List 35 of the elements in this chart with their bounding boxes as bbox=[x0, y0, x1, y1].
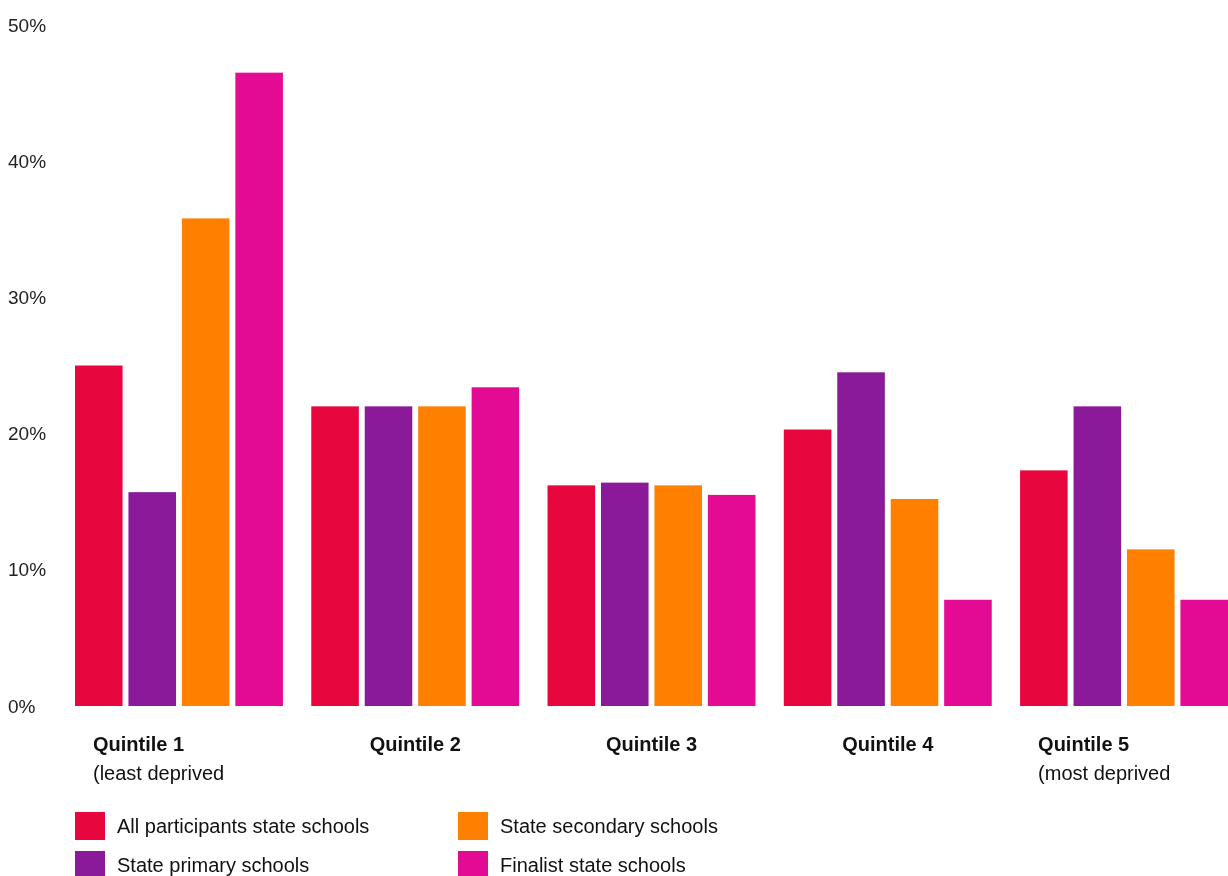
bar bbox=[837, 372, 885, 706]
bar bbox=[235, 72, 283, 706]
bar bbox=[1073, 406, 1122, 706]
bar bbox=[783, 429, 832, 706]
x-tick-label: Quintile 5 (most deprived bbox=[1038, 733, 1171, 784]
y-tick-label: 30% bbox=[8, 287, 47, 309]
bar bbox=[707, 494, 756, 706]
bar bbox=[890, 498, 939, 706]
bar bbox=[75, 365, 123, 706]
legend-label: Finalist state schools bbox=[500, 854, 686, 876]
x-tick-label: Quintile 1 (least deprived bbox=[93, 733, 225, 784]
bar bbox=[1180, 599, 1228, 706]
y-tick-label: 50% bbox=[8, 14, 47, 36]
bar bbox=[600, 482, 649, 706]
x-tick-label: Quintile 4 bbox=[842, 733, 935, 755]
bar bbox=[654, 485, 703, 706]
bar bbox=[471, 387, 520, 706]
legend-label: All participants state schools bbox=[117, 815, 370, 837]
bar bbox=[418, 406, 466, 706]
bar bbox=[547, 485, 596, 706]
bar bbox=[181, 218, 230, 706]
legend-label: State secondary schools bbox=[500, 815, 718, 837]
legend-label: State primary schools bbox=[117, 854, 310, 876]
bar bbox=[944, 599, 992, 706]
bar bbox=[128, 492, 177, 706]
y-tick-label: 0% bbox=[8, 695, 36, 717]
y-tick-label: 20% bbox=[8, 423, 47, 445]
bar bbox=[1020, 470, 1068, 706]
y-tick-label: 10% bbox=[8, 559, 47, 581]
x-tick-label: Quintile 2 bbox=[369, 733, 461, 755]
bar bbox=[311, 406, 359, 706]
x-tick-label: Quintile 3 bbox=[605, 733, 698, 755]
y-tick-label: 40% bbox=[8, 150, 47, 172]
bar bbox=[364, 406, 413, 706]
bar bbox=[1126, 549, 1175, 706]
